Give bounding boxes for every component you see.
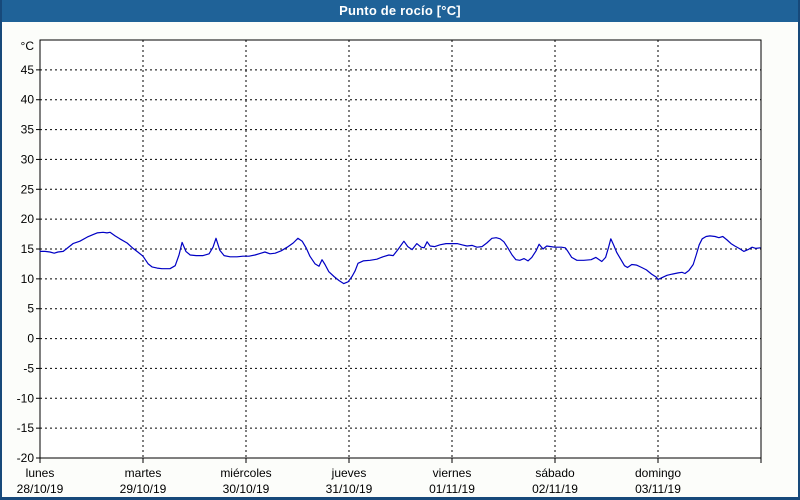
dew-point-line [39, 231, 761, 285]
y-tick-label: 20 [21, 212, 35, 226]
x-day-label: domingo [635, 466, 681, 480]
x-day-label: lunes [26, 466, 55, 480]
x-day-label: miércoles [220, 466, 271, 480]
x-day-label: martes [125, 466, 162, 480]
dew-point-chart: 45 40 35 30 25 20 15 10 5 0 -5 -10 -15 -20 °C lunes 28/1… [17, 39, 762, 496]
y-tick-label: 15 [21, 242, 35, 256]
x-date-label: 31/10/19 [326, 482, 373, 496]
y-tick-label: 40 [21, 93, 35, 107]
y-axis-unit-label: °C [21, 39, 35, 53]
y-tick-label: -15 [17, 421, 35, 435]
y-tick-label: 45 [21, 63, 35, 77]
x-day-label: sábado [535, 466, 575, 480]
x-date-label: 01/11/19 [429, 482, 475, 496]
y-tick-label: 25 [21, 182, 35, 196]
window-title: Punto de rocío [°C] [339, 3, 461, 18]
y-tick-label: 0 [27, 332, 34, 346]
x-date-label: 02/11/19 [532, 482, 578, 496]
window-titlebar: Punto de rocío [°C] [2, 0, 798, 22]
y-tick-label: 35 [21, 123, 35, 137]
x-day-label: viernes [433, 466, 472, 480]
x-date-label: 03/11/19 [635, 482, 681, 496]
x-date-label: 30/10/19 [223, 482, 270, 496]
plot-border [39, 39, 762, 459]
x-date-label: 28/10/19 [17, 482, 64, 496]
chart-area: 45 40 35 30 25 20 15 10 5 0 -5 -10 -15 -20 °C lunes 28/1… [2, 22, 798, 497]
y-tick-label: -10 [17, 391, 35, 405]
y-tick-label: 30 [21, 152, 35, 166]
y-tick-label: 10 [21, 272, 35, 286]
y-tick-label: 5 [27, 302, 34, 316]
x-day-label: jueves [331, 466, 367, 480]
x-date-label: 29/10/19 [120, 482, 167, 496]
y-tick-label: -5 [23, 361, 34, 375]
y-tick-label: -20 [17, 451, 35, 465]
